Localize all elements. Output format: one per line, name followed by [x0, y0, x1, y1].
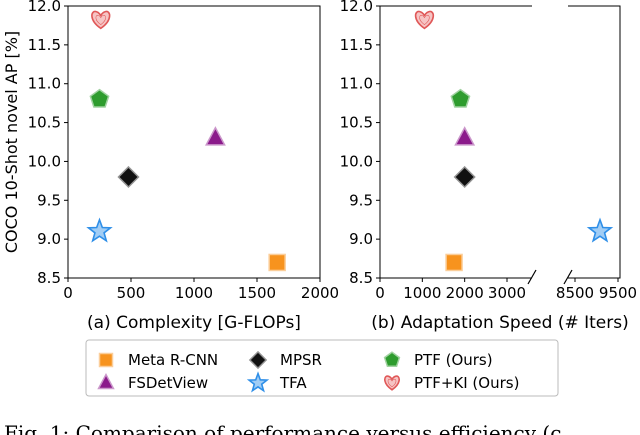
- point-a-ptf-ours: [89, 88, 110, 108]
- legend-label-tfa: TFA: [279, 374, 307, 392]
- a-ytick-label: 9.0: [37, 230, 61, 248]
- panel-a: 8.5 9.0 9.5 10.0 10.5 11.0 11.5 12.0 0 500 1000 150…: [2, 0, 339, 333]
- y-axis-label: COCO 10-Shot novel AP [%]: [2, 31, 21, 253]
- point-a-tfa: [86, 217, 113, 243]
- legend-label-fsdetview: FSDetView: [128, 374, 208, 392]
- point-b-tfa: [586, 217, 614, 243]
- b-xtick-label: 3000: [488, 284, 526, 302]
- panel-b-left-frame: [379, 5, 532, 279]
- a-ytick-label: 8.5: [37, 269, 61, 287]
- b-ytick-label: 11.0: [340, 75, 373, 93]
- point-a-fsdetview: [204, 126, 226, 146]
- b-ytick-label: 9.5: [349, 191, 373, 209]
- a-xtick-label: 0: [63, 284, 73, 302]
- point-b-mpsr: [453, 165, 476, 189]
- axis-break-right: [563, 269, 573, 285]
- axis-break-left: [527, 269, 537, 285]
- point-b-ptf-ki-ours: [414, 10, 435, 30]
- b-ytick-label: 9.0: [349, 230, 373, 248]
- a-ytick-label: 9.5: [37, 191, 61, 209]
- b-xtick-label: 0: [375, 284, 385, 302]
- a-xtick-label: 2000: [301, 284, 339, 302]
- point-b-ptf-ours: [450, 88, 471, 108]
- b-ytick-label: 10.0: [340, 152, 373, 170]
- b-ytick-label: 10.5: [340, 114, 373, 132]
- a-ytick-label: 11.0: [28, 75, 61, 93]
- a-ytick-label: 10.5: [28, 114, 61, 132]
- legend-marker-ptf-ours: [383, 351, 401, 368]
- legend-label-ptf-ki-ours: PTF+KI (Ours): [414, 374, 519, 392]
- legend-marker-fsdetview: [97, 372, 115, 390]
- b-xtick-label: 9500: [599, 284, 637, 302]
- figure-caption: Fig. 1: Comparison of performance versus…: [4, 421, 561, 435]
- a-ytick-label: 10.0: [28, 152, 61, 170]
- legend-label-mpsr: MPSR: [280, 351, 322, 369]
- legend-marker-tfa: [246, 371, 270, 393]
- b-ytick-label: 8.5: [349, 269, 373, 287]
- b-xtick-label: 1000: [403, 284, 441, 302]
- legend-label-ptf-ours: PTF (Ours): [414, 351, 493, 369]
- legend: Meta R-CNN MPSR PTF (Ours) FSDetView TFA PTF+…: [85, 339, 559, 397]
- legend-box: [85, 339, 559, 397]
- a-xtick-label: 1000: [175, 284, 213, 302]
- panel-b: 8.5 9.0 9.5 10.0 10.5 11.0 11.5 12.0 0 1000 2000 30…: [340, 0, 638, 333]
- a-xtick-label: 500: [117, 284, 146, 302]
- legend-marker-meta-r-cnn: [98, 352, 114, 368]
- panel-b-xlabel: (b) Adaptation Speed (# Iters): [371, 313, 628, 333]
- b-xtick-label: 2000: [446, 284, 484, 302]
- b-ytick-label: 12.0: [340, 0, 373, 15]
- b-xtick-label: 8500: [556, 284, 594, 302]
- point-a-mpsr: [117, 165, 140, 189]
- point-b-fsdetview: [454, 126, 476, 146]
- point-a-ptf-ki-ours: [91, 10, 111, 30]
- point-a-meta-r-cnn: [268, 253, 286, 272]
- point-b-meta-r-cnn: [445, 253, 463, 272]
- a-ytick-label: 12.0: [28, 0, 61, 15]
- a-ytick-label: 11.5: [28, 36, 61, 54]
- a-xtick-label: 1500: [238, 284, 276, 302]
- legend-marker-mpsr: [248, 350, 268, 370]
- b-ytick-label: 11.5: [340, 36, 373, 54]
- panel-b-right-frame: [568, 5, 621, 279]
- panel-a-xlabel: (a) Complexity [G-FLOPs]: [87, 313, 301, 333]
- legend-label-meta-r-cnn: Meta R-CNN: [128, 351, 218, 369]
